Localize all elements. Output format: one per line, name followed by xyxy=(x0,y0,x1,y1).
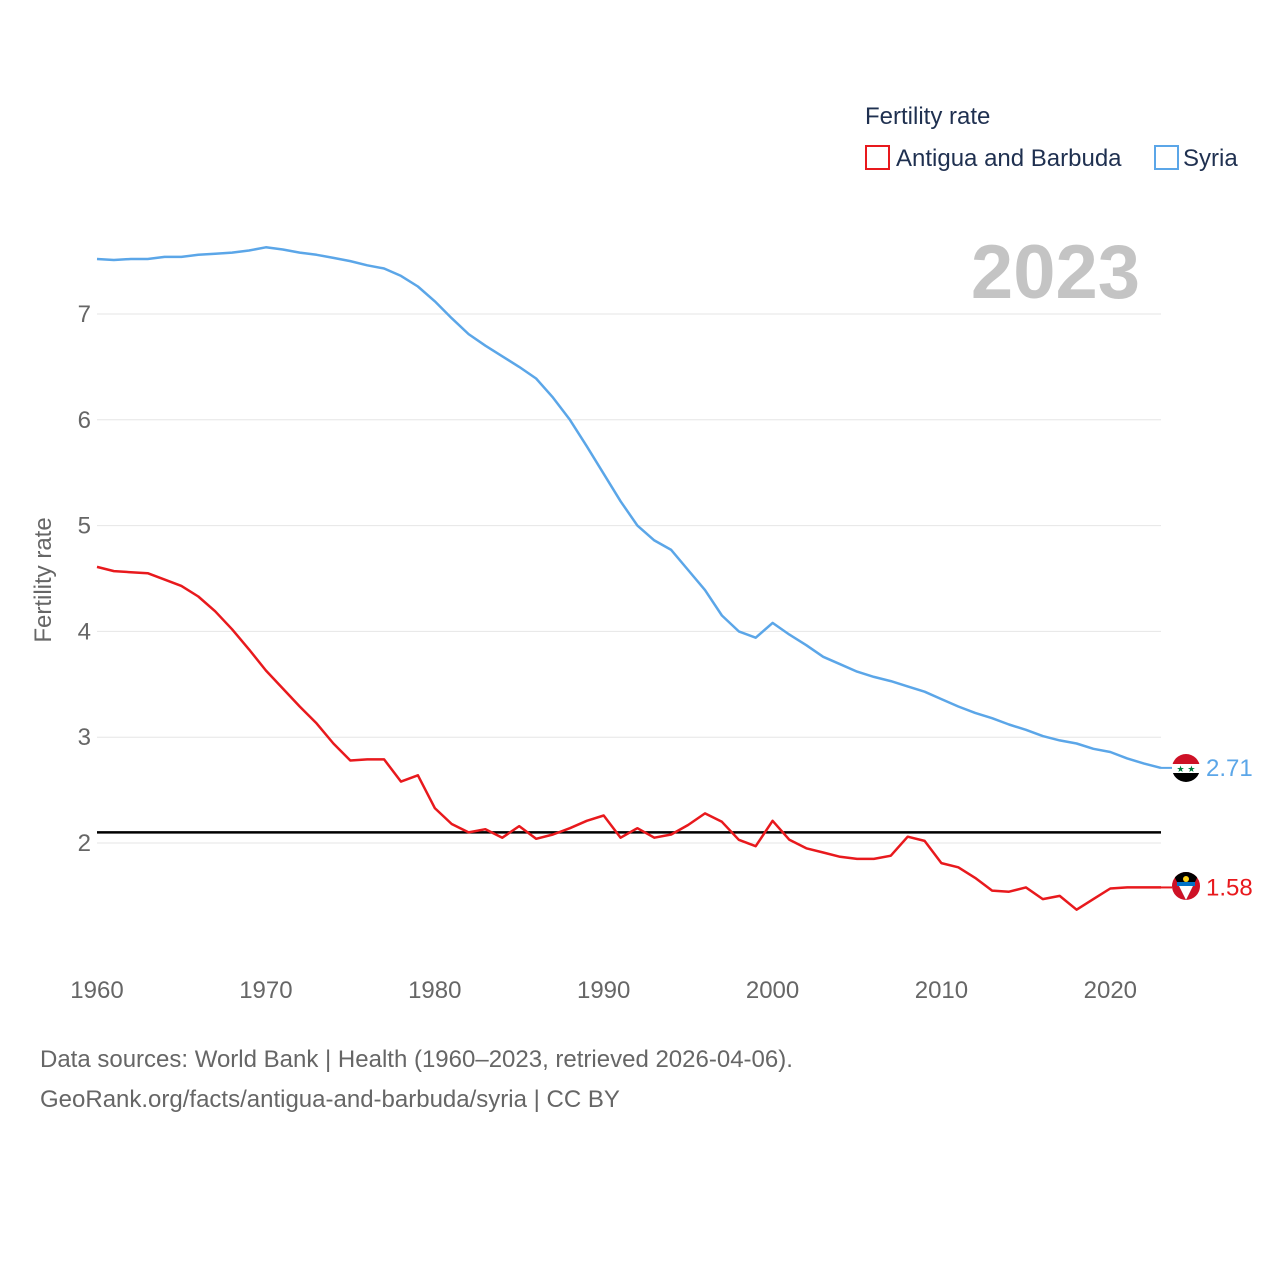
series-line-antigua-and-barbuda[interactable] xyxy=(96,565,1161,911)
legend-item-syria[interactable]: Syria xyxy=(1154,145,1238,172)
current-year-label: 2023 xyxy=(971,230,1140,315)
y-tick-label: 5 xyxy=(78,513,91,540)
end-value-label-syria: 2.71 xyxy=(1206,755,1253,782)
grid xyxy=(97,313,1161,844)
legend-label-antigua: Antigua and Barbuda xyxy=(896,145,1122,172)
x-tick-label: 2010 xyxy=(915,977,968,1004)
end-labels: 1.58 2.71 xyxy=(1206,755,1253,902)
series-line-syria[interactable] xyxy=(96,246,1162,770)
y-tick-label: 4 xyxy=(78,618,91,645)
y-tick-label: 7 xyxy=(78,301,91,328)
legend-swatch-syria xyxy=(1154,145,1179,170)
footer-sources: Data sources: World Bank | Health (1960–… xyxy=(40,1046,793,1073)
legend-item-antigua[interactable]: Antigua and Barbuda xyxy=(865,145,1122,172)
y-tick-label: 3 xyxy=(78,724,91,751)
antigua-flag-icon xyxy=(1172,872,1200,900)
y-axis-title: Fertility rate xyxy=(30,517,57,642)
y-tick-label: 6 xyxy=(78,407,91,434)
footer: Data sources: World Bank | Health (1960–… xyxy=(40,1040,793,1120)
x-tick-label: 2000 xyxy=(746,977,799,1004)
x-tick-label: 1970 xyxy=(239,977,292,1004)
x-tick-label: 2020 xyxy=(1084,977,1137,1004)
svg-text:★ ★: ★ ★ xyxy=(1177,765,1196,775)
x-tick-label: 1960 xyxy=(70,977,123,1004)
x-tick-label: 1980 xyxy=(408,977,461,1004)
syria-flag-icon: ★ ★ xyxy=(1172,754,1200,782)
end-value-label-antigua-and-barbuda: 1.58 xyxy=(1206,874,1253,901)
x-axis: 1960 1970 1980 1990 2000 2010 2020 xyxy=(70,977,1137,1004)
legend-swatch-antigua xyxy=(865,145,890,170)
footer-link[interactable]: GeoRank.org/facts/antigua-and-barbuda/sy… xyxy=(40,1086,620,1113)
y-tick-label: 2 xyxy=(78,830,91,857)
x-tick-label: 1990 xyxy=(577,977,630,1004)
legend-label-syria: Syria xyxy=(1183,145,1238,172)
legend-title: Fertility rate xyxy=(865,103,990,130)
y-axis: 2 3 4 5 6 7 xyxy=(78,301,91,857)
series xyxy=(96,246,1172,911)
legend: Fertility rate Antigua and Barbuda Syria xyxy=(865,103,1238,172)
